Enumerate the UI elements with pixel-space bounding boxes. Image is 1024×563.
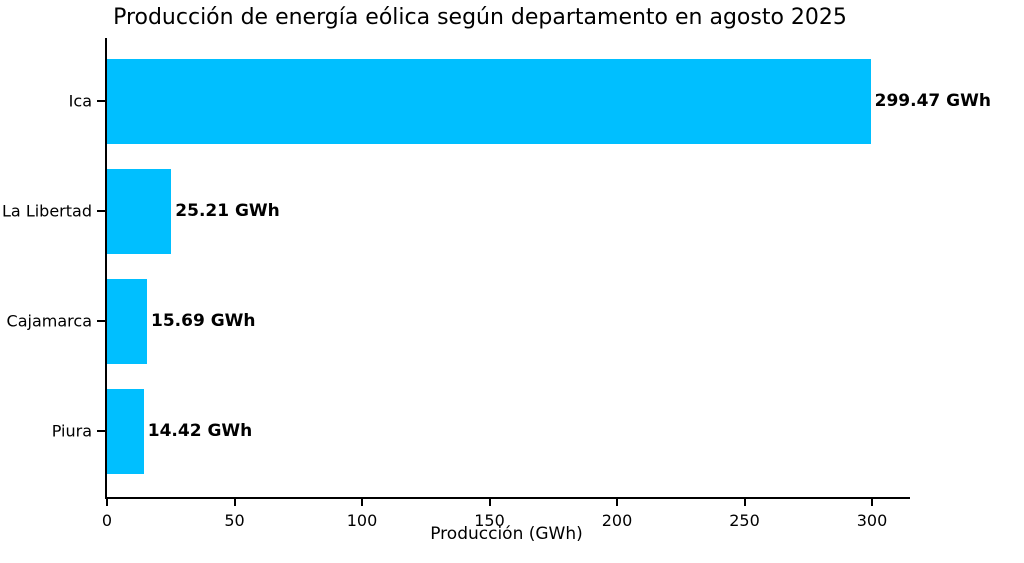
bar-piura — [107, 388, 144, 474]
bar-cajamarca — [107, 278, 147, 364]
y-tick-mark — [97, 100, 105, 102]
x-tick-mark — [871, 499, 873, 506]
category-label-piura: Piura — [51, 421, 92, 441]
x-axis-label: Producción (GWh) — [430, 524, 583, 544]
category-label-la-libertad: La Libertad — [2, 201, 92, 221]
bar-la-libertad — [107, 168, 172, 254]
x-tick-mark — [488, 499, 491, 506]
chart-title: Producción de energía eólica según depar… — [113, 5, 847, 30]
bar-ica — [107, 58, 871, 144]
x-tick-label-0: 0 — [101, 511, 113, 530]
x-tick-label-250: 250 — [729, 511, 760, 530]
x-tick-label-50: 50 — [224, 511, 245, 530]
y-tick-mark — [97, 210, 105, 212]
x-tick-mark — [361, 499, 363, 506]
category-label-cajamarca: Cajamarca — [6, 311, 92, 331]
value-label-piura: 14.42 GWh — [147, 421, 253, 441]
value-label-ica: 299.47 GWh — [874, 91, 991, 111]
value-label-la-libertad: 25.21 GWh — [175, 201, 280, 221]
x-tick-mark — [616, 499, 618, 506]
x-tick-mark — [106, 499, 108, 506]
plot-area: 299.47 GWh Ica 25.21 GWh La Libertad 15.69 G… — [2, 38, 991, 530]
value-label-cajamarca: 15.69 GWh — [151, 311, 256, 331]
x-tick-label-200: 200 — [601, 511, 633, 530]
x-tick-label-300: 300 — [856, 511, 888, 530]
x-tick-label-100: 100 — [346, 511, 378, 530]
y-tick-mark — [97, 430, 105, 432]
x-tick-mark — [233, 499, 236, 506]
x-tick-label-150: 150 — [474, 511, 505, 530]
category-label-ica: Ica — [68, 91, 92, 111]
y-tick-mark — [97, 320, 105, 322]
x-tick-mark — [743, 499, 746, 506]
